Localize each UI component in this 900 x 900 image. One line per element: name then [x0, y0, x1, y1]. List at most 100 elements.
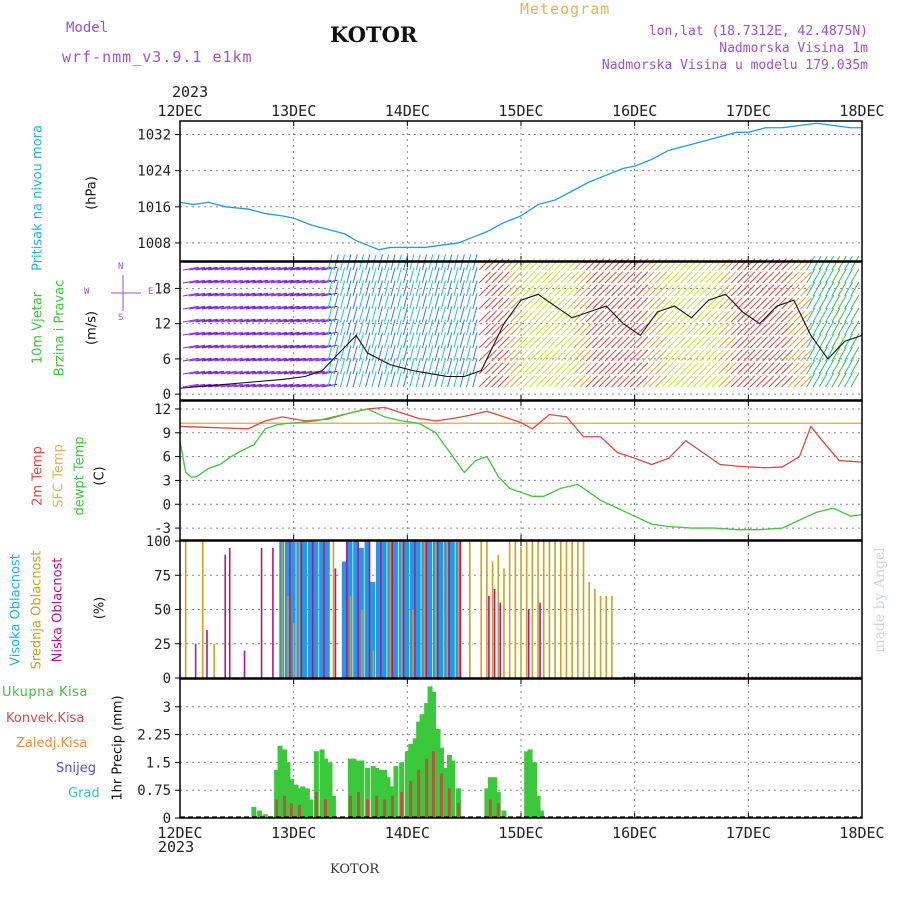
wind-barb: [371, 306, 377, 323]
wind-barb: [258, 331, 275, 336]
wind-barb: [806, 281, 816, 297]
wind-barb: [403, 306, 409, 323]
y-tick-label: 2.25: [137, 728, 171, 744]
wind-barb: [434, 371, 440, 388]
wind-barb: [472, 332, 478, 349]
wind-barb: [258, 357, 275, 362]
wind-barb: [466, 306, 472, 323]
wind-barb: [661, 375, 674, 388]
panel-frame-temperature: [179, 400, 863, 541]
wind-barb: [541, 284, 554, 297]
wind-barb: [579, 362, 592, 375]
panel-frame-precip: [179, 678, 863, 819]
wind-barb: [831, 294, 841, 310]
wind-barb: [818, 372, 828, 388]
wind-barb: [227, 318, 243, 323]
wind-barb: [566, 323, 579, 336]
wind-barb: [195, 305, 212, 310]
total-rain-bar: [355, 760, 361, 818]
wind-barb: [491, 271, 504, 284]
wind-barb: [522, 362, 535, 375]
wind-barb: [560, 349, 573, 362]
wind-barb: [636, 297, 649, 310]
wind-barb: [428, 306, 434, 323]
wind-barb: [466, 280, 472, 297]
wind-barb: [302, 344, 319, 349]
wind-barb: [686, 362, 699, 375]
wind-barb: [220, 383, 237, 388]
wind-barb: [252, 279, 269, 284]
wind-barb: [548, 271, 561, 284]
wind-barb: [592, 362, 605, 375]
wind-barb: [327, 267, 333, 284]
total-rain-bar: [319, 749, 325, 818]
wind-barb: [340, 267, 346, 284]
wind-barb: [308, 279, 325, 284]
wind-barb: [793, 362, 806, 375]
wind-barb: [428, 345, 434, 362]
wind-barb: [711, 310, 724, 323]
wind-barb: [850, 255, 860, 271]
wind-barb: [850, 372, 860, 388]
wind-barb: [290, 266, 306, 271]
wind-barb: [459, 267, 465, 284]
wind-barb: [227, 357, 243, 362]
wind-barb: [503, 323, 516, 336]
wind-barb: [724, 336, 737, 349]
wind-barb: [459, 345, 465, 362]
wind-barb: [371, 280, 377, 297]
high-cloud-bar: [449, 541, 455, 678]
wind-barb: [617, 284, 630, 297]
wind-barb: [793, 284, 806, 297]
wind-barb: [661, 336, 674, 349]
y-tick-label: 3: [163, 700, 171, 716]
wind-barb: [762, 284, 775, 297]
wind-barb: [390, 319, 396, 336]
wind-barb: [674, 375, 687, 388]
wind-barb: [485, 362, 498, 375]
wind-barb: [762, 349, 775, 362]
wind-barb: [283, 279, 300, 284]
wind-barb: [428, 293, 434, 310]
wind-barb: [396, 306, 402, 323]
wind-barb: [277, 292, 294, 297]
wind-barb: [686, 284, 699, 297]
wind-barb: [195, 370, 212, 375]
wind-barb: [566, 284, 579, 297]
wind-barb: [535, 323, 548, 336]
wind-barb: [604, 349, 617, 362]
wind-barb: [604, 323, 617, 336]
wind-barb: [503, 375, 516, 388]
wind-barb: [182, 331, 199, 336]
total-rain-bar: [378, 769, 384, 818]
wind-barb: [680, 362, 693, 375]
wind-barb: [283, 318, 300, 323]
wind-barb: [459, 280, 465, 297]
wind-barb: [743, 271, 756, 284]
wind-barb: [705, 284, 718, 297]
wind-barb: [189, 370, 206, 375]
y-tick-label: 50: [154, 603, 171, 619]
wind-barb: [642, 349, 655, 362]
wind-barb: [844, 307, 853, 323]
total-rain-bar: [524, 751, 530, 818]
wind-barb: [655, 362, 668, 375]
wind-barb: [800, 375, 813, 388]
wind-barb: [497, 271, 510, 284]
wind-barb: [252, 305, 269, 310]
convective-rain-bar: [375, 795, 379, 818]
wind-barb: [290, 357, 306, 362]
total-rain-bar: [277, 745, 283, 818]
dewpoint-line: [179, 408, 863, 531]
wind-barb: [510, 349, 523, 362]
model-altitude-text: Nadmorska Visina u modelu 179.035m: [601, 58, 868, 73]
wind-barb: [283, 357, 300, 362]
wind-barb: [755, 362, 768, 375]
wind-barb: [604, 271, 617, 284]
wind-barb: [491, 375, 504, 388]
wind-barb: [806, 320, 816, 336]
wind-barb: [277, 331, 294, 336]
wind-barb: [592, 349, 605, 362]
convective-rain-bar: [431, 751, 435, 818]
